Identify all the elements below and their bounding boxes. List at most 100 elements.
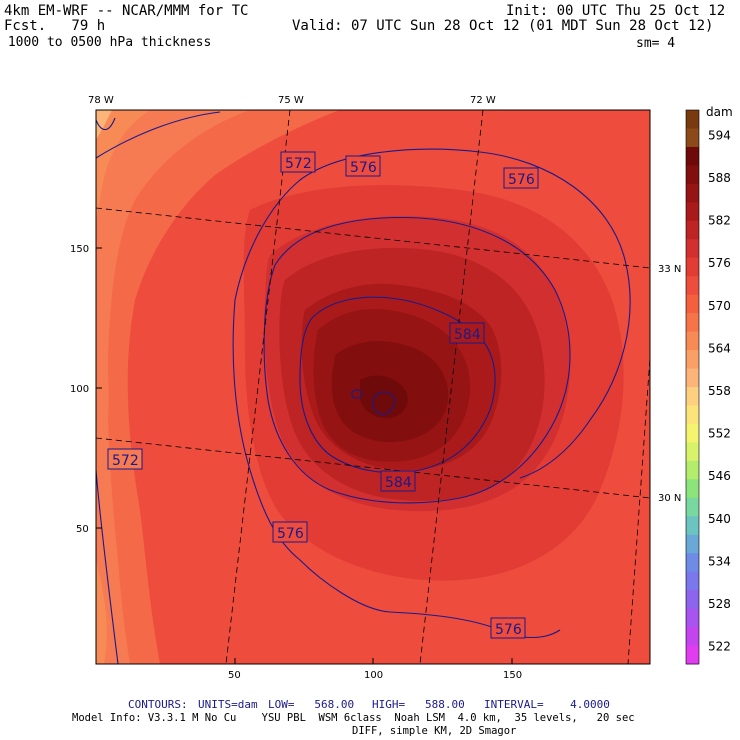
colorbar-swatch (686, 627, 699, 647)
y-tick-100: 100 (70, 384, 89, 395)
axis-ticks (96, 247, 513, 664)
colorbar-swatch (686, 460, 699, 480)
colorbar-swatch (686, 442, 699, 462)
colorbar-swatch (686, 608, 699, 628)
contour-572 (96, 111, 221, 664)
contour-label: 576 (345, 155, 381, 177)
lon-label-78w: 78 W (88, 95, 114, 106)
colorbar-swatch (686, 257, 699, 277)
colorbar-swatch (686, 294, 699, 314)
colorbar-swatch (686, 497, 699, 517)
parallel-33n (96, 207, 650, 269)
y-tick-150: 150 (70, 244, 89, 255)
svg-text:572: 572 (112, 453, 139, 469)
colorbar-swatch (686, 331, 699, 351)
contour-labels: 572 576 576 584 572 584 576 576 (107, 151, 539, 639)
colorbar-swatch (686, 350, 699, 370)
colorbar-swatch (686, 387, 699, 406)
colorbar-swatch (686, 276, 699, 296)
colorbar-swatch (686, 146, 699, 166)
colorbar-label: 546 (708, 469, 731, 483)
lon-label-75w: 75 W (278, 95, 304, 106)
colorbar-frame (685, 109, 700, 665)
colorbar-swatch (686, 202, 699, 222)
footer-diff: DIFF, simple KM, 2D Smagor (352, 725, 517, 737)
thickness-contours (96, 111, 631, 664)
colorbar-label: 582 (708, 214, 731, 228)
colorbar-label: 570 (708, 299, 731, 313)
colorbar-label: 528 (708, 597, 731, 611)
lat-label-33n: 33 N (658, 264, 681, 275)
init-time: Init: 00 UTC Thu 25 Oct 12 (506, 3, 726, 19)
colorbar-swatch (686, 368, 699, 388)
contour-588 (351, 389, 395, 415)
lat-label-30n: 30 N (658, 493, 681, 504)
parallel-30n (96, 437, 650, 499)
footer-high: HIGH= 588.00 (372, 698, 465, 711)
colorbar-label: 540 (708, 512, 731, 526)
x-tick-100: 100 (364, 670, 383, 681)
valid-time: Valid: 07 UTC Sun 28 Oct 12 (01 MDT Sun … (292, 18, 714, 34)
colorbar-label: 594 (708, 128, 731, 142)
colorbar-swatch (686, 590, 699, 610)
y-tick-50: 50 (76, 524, 89, 535)
colorbar-swatch (686, 516, 699, 536)
footer-model-info: Model Info: V3.3.1 M No Cu YSU PBL WSM 6… (72, 712, 635, 724)
model-title: 4km EM-WRF -- NCAR/MMM for TC (4, 3, 249, 19)
colorbar-label: 558 (708, 384, 731, 398)
footer-units: UNITS=dam (198, 698, 258, 711)
svg-text:576: 576 (508, 172, 535, 188)
colorbar-swatch (686, 423, 699, 443)
colorbar-label: 564 (708, 341, 731, 355)
contour-label: 576 (490, 617, 526, 639)
footer-contours-label: CONTOURS: (128, 698, 188, 711)
colorbar-swatch (686, 313, 699, 333)
x-tick-50: 50 (228, 670, 241, 681)
contour-584 (299, 296, 496, 474)
footer-low: LOW= 568.00 (268, 698, 355, 711)
contour-label: 572 (107, 448, 143, 470)
svg-text:584: 584 (385, 475, 412, 491)
latlon-grid (96, 110, 650, 664)
colorbar-label: 576 (708, 256, 731, 270)
contour-label: 584 (380, 470, 416, 492)
colorbar-label: 534 (708, 554, 731, 568)
meridian-69w (627, 352, 650, 664)
colorbar-label: 522 (708, 640, 731, 654)
colorbar-swatch (686, 479, 699, 499)
contour-label: 576 (503, 167, 539, 189)
lon-label-72w: 72 W (470, 95, 496, 106)
svg-text:584: 584 (454, 327, 481, 343)
colorbar-swatch (686, 183, 699, 203)
contour-580 (263, 216, 571, 504)
contour-label: 576 (272, 521, 308, 543)
svg-text:576: 576 (350, 160, 377, 176)
colorbar-swatch (686, 405, 699, 425)
colorbar-unit: dam (706, 105, 733, 119)
thickness-fill (96, 110, 650, 664)
colorbar-swatch (686, 645, 699, 665)
contour-label: 572 (280, 151, 316, 173)
svg-text:576: 576 (277, 526, 304, 542)
colorbar-label: 588 (708, 171, 731, 185)
colorbar-swatch (686, 220, 699, 240)
field-name: 1000 to 0500 hPa thickness (0, 35, 212, 50)
colorbar-swatch (686, 553, 699, 573)
colorbar-swatch (686, 110, 699, 129)
x-tick-150: 150 (503, 670, 522, 681)
meridian-72w (419, 110, 484, 664)
svg-text:572: 572 (285, 156, 312, 172)
colorbar-swatch (686, 165, 699, 185)
svg-text:576: 576 (495, 622, 522, 638)
footer-interval: INTERVAL= 4.0000 (484, 698, 610, 711)
meridian-75w (225, 110, 291, 664)
colorbar-swatch (686, 239, 699, 259)
forecast-hour: Fcst. 79 h (4, 18, 106, 34)
colorbar (685, 109, 700, 665)
smoothing-label: sm= 4 (636, 36, 676, 51)
colorbar-swatch (686, 128, 699, 148)
colorbar-swatch (686, 534, 699, 554)
colorbar-labels: 594 588 582 576 570 564 558 552 546 540 534 528 522 (708, 128, 731, 653)
colorbar-swatch (686, 571, 699, 591)
